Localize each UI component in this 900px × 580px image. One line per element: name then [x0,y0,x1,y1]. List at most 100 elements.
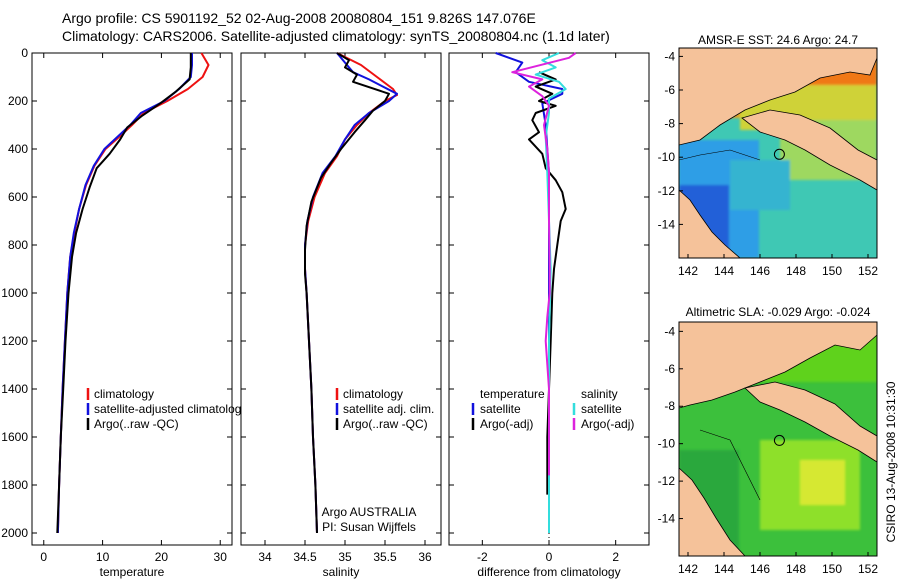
x-tick-label: -2 [477,550,488,564]
sst-map-title: AMSR-E SST: 24.6 Argo: 24.7 [698,33,858,47]
map-x-tick-label: 144 [714,562,734,576]
map-y-tick-label: -4 [664,49,675,63]
sla-map-frame [678,321,878,557]
sst-isobath [679,149,761,161]
y-tick-label: 600 [8,190,28,204]
y-tick-label: 1600 [1,430,28,444]
series-line [56,53,192,534]
x-axis-label: salinity [323,565,360,579]
x-tick-label: 35.5 [373,550,397,564]
y-tick-label: 800 [8,238,28,252]
sla-land-peninsula [744,381,877,463]
map-y-tick-label: -10 [658,150,676,164]
argo-position-marker-sst [773,148,785,160]
map-x-tick-label: 146 [750,562,770,576]
sla-map-axes: 142 144 146 148 150 152 -4 -6 -8 -10 -12 -14 [658,324,879,576]
temperature-panel: 0 10 20 30 temperature 0 200 400 600 800 1000 1200 1… [1,46,241,579]
sla-land-southwest [679,467,746,556]
x-tick-label: 34.5 [293,550,317,564]
legend-label: Argo(-adj) [581,417,634,431]
x-tick-label: 35 [338,550,352,564]
plot-frame [240,52,442,546]
sst-land-peninsula [741,109,877,191]
legend-label: temperature [480,387,545,401]
x-tick-label: 2 [612,550,619,564]
x-tick-label: 20 [155,550,169,564]
y-tick-label: 1800 [1,478,28,492]
argo-position-marker-sla [773,434,785,446]
series-line [304,52,390,534]
figure-title-line2: Climatology: CARS2006. Satellite-adjuste… [62,28,610,44]
sla-land-north [679,322,877,409]
y-tick-label: 1200 [1,334,28,348]
map-x-tick-label: 142 [678,264,698,278]
legend-label: satellite [581,402,622,416]
y-tick-label: 0 [21,46,28,60]
x-axis-label: temperature [100,565,165,579]
x-tick-label: 34 [258,550,272,564]
map-x-tick-label: 152 [858,264,878,278]
sst-central-cool [730,160,790,210]
legend-label: climatology [94,387,154,401]
series-line [304,52,398,534]
map-y-tick-label: -12 [658,184,676,198]
legend-label: climatology [343,387,403,401]
salinity-panel: 34 34.5 35 35.5 36 salinity climatologysatelli… [240,52,442,579]
legend-label: satellite [480,402,521,416]
x-tick-label: 10 [96,550,110,564]
sst-map-frame [678,47,878,259]
legend-label: satellite-adjusted climatolog [94,402,241,416]
series-line [528,71,567,495]
figure-title-line1: Argo profile: CS 5901192_52 02-Aug-2008 … [62,10,536,26]
sla-map [679,322,877,556]
series-line [56,52,210,534]
y-tick-label: 1000 [1,286,28,300]
series-line [534,52,567,533]
annotation-text: PI: Susan Wijffels [322,520,416,534]
y-tick-label: 400 [8,142,28,156]
sla-isobath [699,429,761,501]
sla-map-title: Altimetric SLA: -0.029 Argo: -0.024 [686,305,871,319]
map-y-tick-label: -4 [664,324,675,338]
map-y-tick-label: -14 [658,512,676,526]
map-x-tick-label: 146 [750,264,770,278]
y-tick-label: 1400 [1,382,28,396]
series-line [511,52,577,476]
map-x-tick-label: 152 [858,562,878,576]
sst-map [679,48,877,258]
map-x-tick-label: 150 [822,264,842,278]
sst-map-axes: 142 144 146 148 150 152 -4 -6 -8 -10 -12 -14 [658,49,879,278]
series-line [56,53,193,534]
x-tick-label: 0 [546,550,553,564]
legend-label: Argo(-adj) [480,417,533,431]
map-x-tick-label: 150 [822,562,842,576]
legend-label: salinity [581,387,618,401]
annotation-text: Argo AUSTRALIA [322,505,417,519]
sla-peak [800,460,845,505]
y-tick-label: 200 [8,94,28,108]
x-axis-label: difference from climatology [477,565,620,579]
map-x-tick-label: 144 [714,264,734,278]
map-y-tick-label: -10 [658,437,676,451]
map-y-tick-label: -12 [658,474,676,488]
series-line [304,52,398,534]
map-y-tick-label: -6 [664,83,675,97]
csiro-timestamp: CSIRO 13-Aug-2008 10:31:30 [884,381,898,542]
map-y-tick-label: -8 [664,399,675,413]
x-tick-label: 0 [40,550,47,564]
sst-land-southwest [679,189,741,258]
map-y-tick-label: -6 [664,362,675,376]
plot-frame [31,52,233,546]
map-x-tick-label: 148 [786,264,806,278]
legend-label: satellite adj. clim. [343,402,434,416]
sst-land-north [679,48,877,146]
x-tick-label: 30 [214,550,228,564]
x-tick-label: 36 [418,550,432,564]
map-y-tick-label: -14 [658,217,676,231]
map-x-tick-label: 148 [786,562,806,576]
legend-label: Argo(..raw -QC) [94,417,179,431]
map-x-tick-label: 142 [678,562,698,576]
map-y-tick-label: -8 [664,117,675,131]
